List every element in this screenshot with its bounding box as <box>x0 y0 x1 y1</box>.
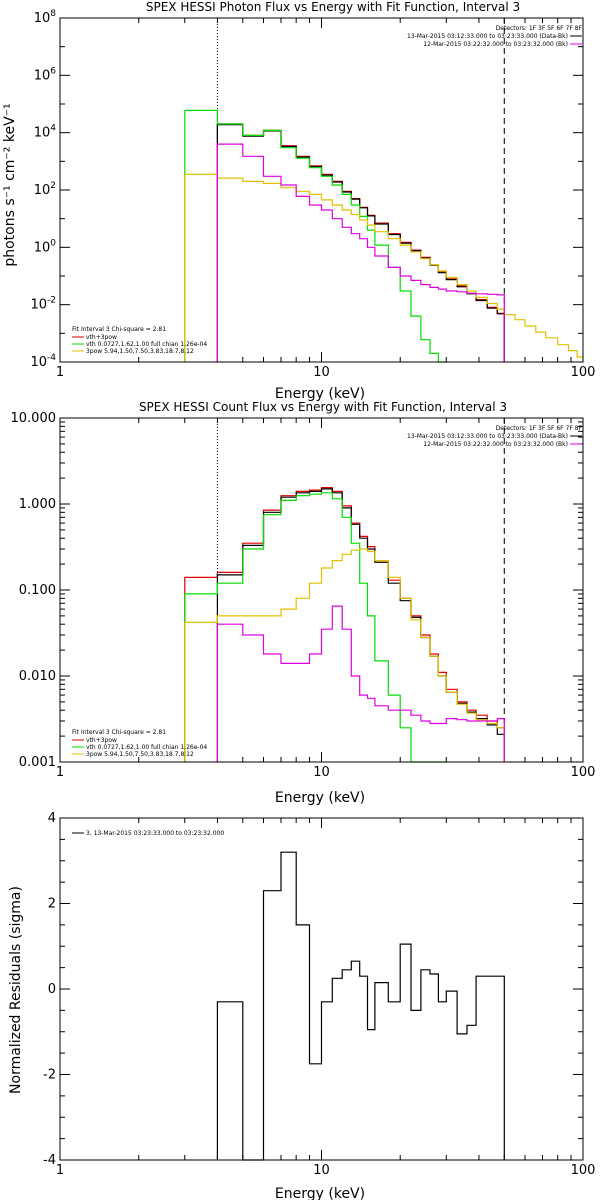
series-background-histogram <box>216 605 505 762</box>
series-thermal-histogram <box>184 492 447 763</box>
y-tick-label: 10.000 <box>11 411 57 426</box>
count-flux-legend-fit: Fit Interval 3 Chi-square = 2.81 vth+3po… <box>72 729 207 758</box>
y-tick-label: -4 <box>43 1153 56 1168</box>
photon-legend-thermal: vth 0.0727,1.62,1.00 full chian 1.26e-04 <box>86 341 207 348</box>
x-tick-label: 10 <box>313 365 330 380</box>
count-legend-fit-title: Fit Interval 3 Chi-square = 2.81 <box>72 729 166 736</box>
photon-legend-powerlaw: 3pow 5.94,1.50,7.50,3.83,18.7,8.12 <box>86 348 194 355</box>
y-tick-label: 1.000 <box>19 497 56 512</box>
y-tick-label: 2 <box>48 897 56 912</box>
count-flux-plot-frame <box>59 417 584 763</box>
x-tick-label: 1 <box>56 1163 64 1178</box>
x-tick-label: 10 <box>313 1163 330 1178</box>
x-tick-label: 100 <box>571 365 596 380</box>
series-total-histogram <box>216 851 505 1161</box>
count-legend-powerlaw: 3pow 5.94,1.50,7.50,3.83,18.7,8.12 <box>86 751 194 758</box>
x-tick-label: 100 <box>571 1163 596 1178</box>
series-background-histogram <box>216 143 505 362</box>
residuals-legend: 3, 13-Mar-2015 03:23:33.000 to 03:23:32.… <box>72 830 224 837</box>
photon-flux-series <box>184 18 584 363</box>
count-legend-data-bk: 13-Mar-2015 03:12:33.000 to 03:23:33.000… <box>407 433 568 440</box>
count-legend-thermal: vth 0.0727,1.62,1.00 full chian 1.26e-04 <box>86 744 207 751</box>
photon-flux-legend-detectors: Detectors: 1F 3F 5F 6F 7F 8F 13-Mar-2015… <box>407 25 583 48</box>
y-tick-label: 0.010 <box>19 669 56 684</box>
residuals-legend-text: 3, 13-Mar-2015 03:23:33.000 to 03:23:32.… <box>86 830 224 837</box>
residuals-ylabel: Normalized Residuals (sigma) <box>8 886 24 1094</box>
y-tick-label: 100 <box>34 238 57 255</box>
x-tick-label: 100 <box>571 765 596 780</box>
photon-flux-legend-fit: Fit Interval 3 Chi-square = 2.81 vth+3po… <box>72 326 207 355</box>
residuals-xlabel: Energy (keV) <box>275 1186 365 1200</box>
series-powerlaw-histogram <box>184 173 584 362</box>
photon-legend-detectors-title: Detectors: 1F 3F 5F 6F 7F 8F <box>496 25 583 32</box>
x-tick-label: 1 <box>56 765 64 780</box>
photon-legend-data-bk: 13-Mar-2015 03:12:33.000 to 03:23:33.000… <box>407 33 568 40</box>
photon-legend-fit-title: Fit Interval 3 Chi-square = 2.81 <box>72 326 166 333</box>
y-tick-label: 106 <box>34 66 57 83</box>
count-flux-xlabel: Energy (keV) <box>275 790 365 806</box>
photon-flux-ylabel: photons s⁻¹ cm⁻² keV⁻¹ <box>2 103 18 266</box>
photon-legend-bk: 12-Mar-2015 03:22:32.000 to 03:23:32.000… <box>423 41 568 48</box>
x-tick-label: 1 <box>56 365 64 380</box>
photon-flux-xlabel: Energy (keV) <box>275 386 365 402</box>
residuals-series <box>216 851 505 1161</box>
count-flux-panel: SPEX HESSI Count Flux vs Energy with Fit… <box>11 400 596 806</box>
photon-flux-title: SPEX HESSI Photon Flux vs Energy with Fi… <box>146 0 520 14</box>
count-flux-legend-detectors: Detectors: 1F 3F 5F 6F 7F 8F 13-Mar-2015… <box>407 425 583 448</box>
y-tick-label: 102 <box>34 181 56 198</box>
count-legend-fit: vth+3pow <box>86 737 117 744</box>
y-tick-label: -2 <box>43 1068 56 1083</box>
x-tick-label: 10 <box>313 765 330 780</box>
photon-flux-plot-frame <box>59 17 584 363</box>
photon-legend-fit: vth+3pow <box>86 334 117 341</box>
y-tick-label: 104 <box>34 124 57 141</box>
series-thermal-histogram <box>184 109 447 363</box>
y-tick-label: 10-2 <box>30 296 56 313</box>
count-flux-title: SPEX HESSI Count Flux vs Energy with Fit… <box>139 400 507 414</box>
y-tick-label: 0 <box>48 982 56 997</box>
y-tick-label: 10-4 <box>30 353 56 370</box>
y-tick-label: 0.001 <box>19 755 56 770</box>
y-tick-label: 0.100 <box>19 583 56 598</box>
count-flux-series <box>184 418 505 763</box>
count-legend-detectors-title: Detectors: 1F 3F 5F 6F 7F 8F <box>496 425 583 432</box>
y-tick-label: 4 <box>48 811 56 826</box>
residuals-plot-frame <box>59 817 584 1161</box>
count-legend-bk: 12-Mar-2015 03:22:32.000 to 03:23:32.000… <box>423 441 568 448</box>
series-powerlaw-histogram <box>184 548 505 762</box>
residuals-panel: Energy (keV) Normalized Residuals (sigma… <box>8 811 595 1200</box>
y-tick-label: 108 <box>34 9 57 26</box>
photon-flux-panel: SPEX HESSI Photon Flux vs Energy with Fi… <box>2 0 595 402</box>
